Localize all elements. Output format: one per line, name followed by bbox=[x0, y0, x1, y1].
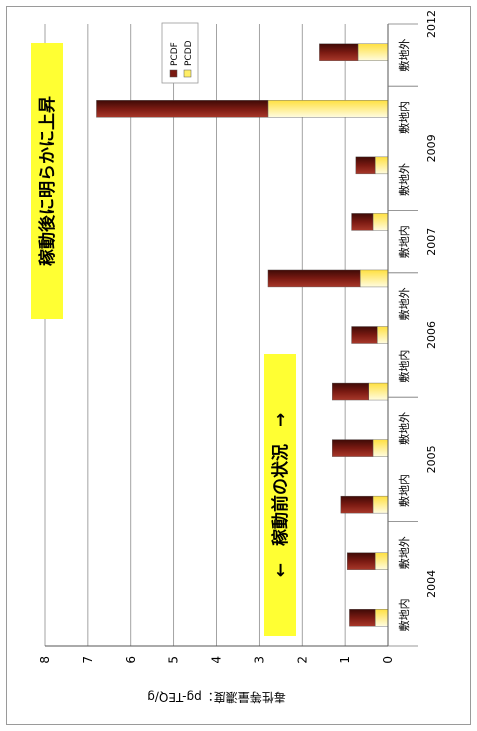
year-label-2005: 2005 bbox=[425, 445, 438, 473]
bar-pcdf-6 bbox=[267, 269, 361, 288]
bar-group bbox=[96, 43, 389, 627]
y-tick-label-2: 2 bbox=[295, 656, 309, 664]
bar-pcdd-3 bbox=[372, 439, 389, 457]
category-label-4: 敷地内 bbox=[397, 350, 411, 383]
legend-box bbox=[161, 22, 199, 84]
bar-pcdf-8 bbox=[355, 156, 376, 175]
chart-frame bbox=[6, 6, 471, 725]
y-tick-label-8: 8 bbox=[38, 656, 52, 664]
y-tick-label-7: 7 bbox=[81, 656, 95, 664]
y-tick-label-4: 4 bbox=[210, 656, 224, 664]
axes bbox=[45, 23, 418, 647]
bar-pcdd-8 bbox=[374, 156, 389, 175]
bar-pcdf-0 bbox=[349, 609, 376, 627]
category-label-9: 敷地外 bbox=[397, 39, 411, 72]
annotation-box-after bbox=[31, 43, 63, 319]
year-label-2009: 2009 bbox=[425, 134, 438, 162]
y-axis-label: 毒性等量濃度：pg-TEQ/g bbox=[147, 690, 285, 705]
annotation-after: 稼動後に明らかに上昇 bbox=[37, 96, 58, 266]
category-label-5: 敷地外 bbox=[397, 287, 411, 320]
bar-pcdd-7 bbox=[372, 213, 389, 231]
bar-pcdd-2 bbox=[372, 495, 389, 514]
year-label-2006: 2006 bbox=[425, 321, 438, 349]
bar-pcdf-2 bbox=[340, 495, 374, 514]
annotation-before: ← 稼動前の状況 → bbox=[270, 413, 291, 578]
bar-pcdf-5 bbox=[351, 326, 378, 344]
year-label-2012: 2012 bbox=[425, 10, 438, 38]
legend-swatch-pcdd bbox=[183, 69, 192, 78]
y-tick-label-0: 0 bbox=[381, 656, 395, 664]
category-label-7: 敷地外 bbox=[397, 163, 411, 196]
category-label-0: 敷地内 bbox=[397, 598, 411, 631]
bar-pcdf-10 bbox=[319, 43, 359, 61]
bar-pcdf-9 bbox=[96, 100, 269, 118]
bar-pcdf-4 bbox=[332, 382, 369, 401]
chart-texts: 012345678敷地内敷地外敷地内敷地外敷地内敷地外敷地内敷地外敷地内敷地外2… bbox=[31, 10, 438, 705]
y-tick-label-6: 6 bbox=[124, 656, 138, 664]
bar-pcdd-4 bbox=[368, 382, 389, 401]
annotation-box-before bbox=[264, 354, 296, 636]
category-label-6: 敷地内 bbox=[397, 225, 411, 258]
legend-swatch-pcdf bbox=[169, 69, 178, 78]
year-label-2004: 2004 bbox=[425, 570, 438, 598]
bar-pcdf-7 bbox=[351, 213, 374, 231]
legend-label-pcdd: PCDD bbox=[184, 40, 194, 66]
category-label-8: 敷地内 bbox=[397, 101, 411, 134]
category-label-2: 敷地内 bbox=[397, 474, 411, 507]
y-tick-label-5: 5 bbox=[167, 656, 181, 664]
y-tick-label-3: 3 bbox=[252, 656, 266, 664]
year-label-2007: 2007 bbox=[425, 228, 438, 256]
legend-label-pcdf: PCDF bbox=[170, 42, 180, 66]
bar-pcdd-10 bbox=[357, 43, 389, 61]
y-tick-label-1: 1 bbox=[338, 656, 352, 664]
category-label-3: 敷地外 bbox=[397, 412, 411, 445]
bar-pcdf-3 bbox=[332, 439, 374, 457]
bar-pcdd-6 bbox=[359, 269, 389, 288]
category-label-1: 敷地外 bbox=[397, 536, 411, 569]
bar-pcdd-1 bbox=[374, 552, 389, 570]
bar-pcdd-9 bbox=[267, 100, 389, 118]
bar-pcdd-0 bbox=[374, 609, 389, 627]
bar-pcdf-1 bbox=[347, 552, 376, 570]
bar-pcdd-5 bbox=[377, 326, 389, 344]
plot-area: 012345678敷地内敷地外敷地内敷地外敷地内敷地外敷地内敷地外敷地内敷地外2… bbox=[31, 10, 438, 705]
